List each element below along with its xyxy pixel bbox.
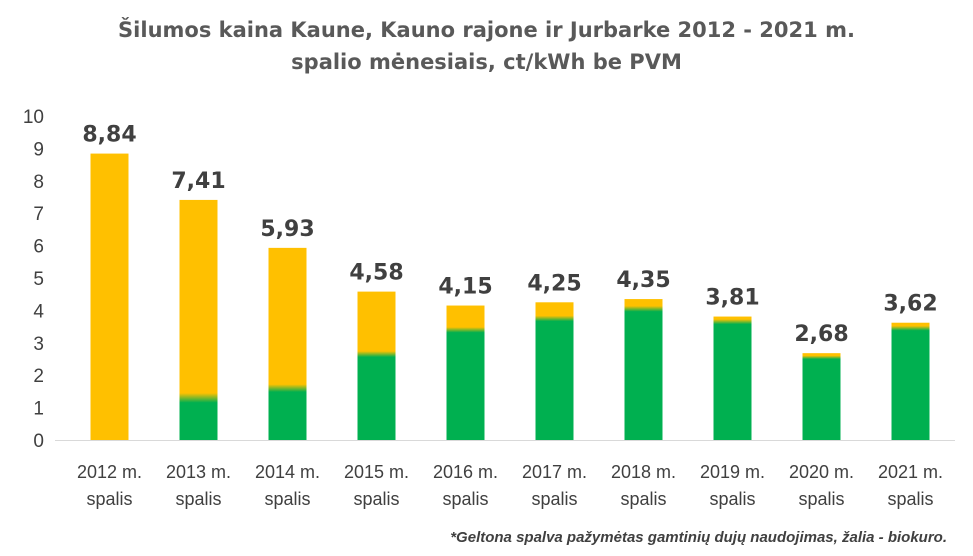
bar-biofuel-segment-1	[179, 403, 218, 440]
bar-0	[90, 153, 129, 441]
y-tick-label: 5	[33, 269, 44, 290]
bar-biofuel-segment-3	[357, 360, 396, 440]
y-tick-label: 4	[33, 301, 44, 322]
y-tick-label: 3	[33, 334, 44, 355]
x-tick-label: 2012 m.	[77, 462, 142, 482]
bar-biofuel-segment-4	[446, 335, 485, 440]
x-tick-label: spalis	[798, 489, 844, 509]
y-tick-label: 9	[33, 139, 44, 160]
bar-1	[179, 199, 218, 440]
x-tick-label: spalis	[175, 489, 221, 509]
y-tick-label: 2	[33, 366, 44, 387]
bar-biofuel-segment-7	[713, 327, 752, 440]
x-tick-label: spalis	[709, 489, 755, 509]
y-tick-label: 1	[33, 399, 44, 420]
data-label: 5,93	[260, 217, 314, 242]
x-tick-label: spalis	[531, 489, 577, 509]
x-tick-label: 2019 m.	[700, 462, 765, 482]
bar-biofuel-segment-6	[624, 314, 663, 440]
x-tick-label: 2016 m.	[433, 462, 498, 482]
data-label: 4,25	[527, 271, 581, 296]
bar-biofuel-segment-2	[268, 394, 307, 440]
x-tick-label: spalis	[264, 489, 310, 509]
x-tick-label: 2013 m.	[166, 462, 231, 482]
bar-biofuel-segment-8	[802, 363, 841, 440]
x-tick-label: 2020 m.	[789, 462, 854, 482]
y-tick-label: 0	[33, 431, 44, 452]
y-tick-label: 8	[33, 172, 44, 193]
data-label: 4,35	[616, 268, 670, 293]
x-tick-label: 2014 m.	[255, 462, 320, 482]
y-tick-label: 6	[33, 237, 44, 258]
x-tick-label: 2015 m.	[344, 462, 409, 482]
x-tick-label: spalis	[353, 489, 399, 509]
data-label: 4,58	[349, 261, 403, 286]
x-tick-label: 2018 m.	[611, 462, 676, 482]
data-label: 3,81	[705, 286, 759, 311]
data-label: 3,62	[883, 292, 937, 317]
x-tick-label: spalis	[620, 489, 666, 509]
chart-title-line1: Šilumos kaina Kaune, Kauno rajone ir Jur…	[118, 18, 855, 42]
x-tick-label: 2017 m.	[522, 462, 587, 482]
x-tick-label: spalis	[442, 489, 488, 509]
chart-title: Šilumos kaina Kaune, Kauno rajone ir Jur…	[0, 14, 973, 78]
data-label: 2,68	[794, 322, 848, 347]
y-tick-label: 7	[33, 204, 44, 225]
bar-biofuel-segment-5	[535, 324, 574, 440]
bar-biofuel-segment-9	[891, 334, 930, 440]
y-tick-label: 10	[23, 107, 44, 128]
x-tick-label: spalis	[887, 489, 933, 509]
chart-title-line2: spalio mėnesiais, ct/kWh be PVM	[291, 50, 682, 74]
x-tick-label: spalis	[86, 489, 132, 509]
color-note: *Geltona spalva pažymėtas gamtinių dujų …	[450, 529, 947, 546]
data-label: 4,15	[438, 275, 492, 300]
data-label: 8,84	[82, 123, 136, 148]
x-tick-label: 2021 m.	[878, 462, 943, 482]
data-label: 7,41	[171, 169, 225, 194]
